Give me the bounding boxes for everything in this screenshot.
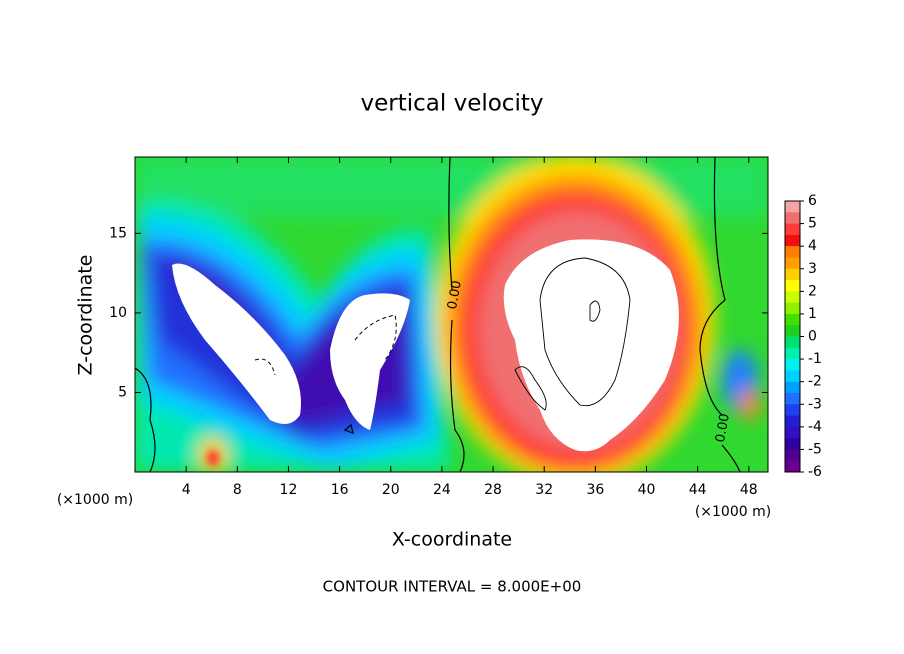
colorbar-swatch bbox=[785, 359, 800, 371]
colorbar-swatch bbox=[785, 460, 800, 473]
colorbar-swatch bbox=[785, 426, 800, 439]
footer: CONTOUR INTERVAL = 8.000E+00 bbox=[323, 578, 582, 596]
y-axis-label: Z-coordinate bbox=[75, 255, 97, 376]
colorbar-swatch bbox=[785, 347, 800, 360]
colorbar-label: -2 bbox=[808, 374, 822, 390]
colorbar-label: 5 bbox=[808, 216, 817, 232]
x-tick-label: 40 bbox=[638, 482, 656, 498]
colorbar-label: -1 bbox=[808, 351, 822, 367]
colorbar-swatch bbox=[785, 415, 800, 428]
colorbar-swatch bbox=[785, 392, 800, 405]
x-unit: (×1000 m) bbox=[695, 504, 771, 520]
x-axis-label: X-coordinate bbox=[392, 529, 512, 551]
x-tick-label: 44 bbox=[689, 482, 707, 498]
x-tick-label: 20 bbox=[382, 482, 400, 498]
colorbar-label: -6 bbox=[808, 464, 822, 480]
colorbar-swatch bbox=[785, 313, 800, 326]
colorbar-label: -3 bbox=[808, 396, 822, 412]
colorbar-label: 1 bbox=[808, 306, 817, 322]
colorbar-swatch bbox=[785, 302, 800, 315]
x-tick-label: 36 bbox=[586, 482, 604, 498]
colorbar-swatch bbox=[785, 438, 800, 450]
x-tick-label: 8 bbox=[233, 482, 242, 498]
x-tick-label: 24 bbox=[433, 482, 451, 498]
chart-title: vertical velocity bbox=[361, 91, 544, 117]
colorbar-label: 3 bbox=[808, 261, 817, 277]
y-tick-label: 5 bbox=[118, 384, 127, 400]
colorbar-swatch bbox=[785, 370, 800, 383]
plot-frame bbox=[134, 156, 769, 473]
colorbar-swatch bbox=[785, 381, 800, 394]
colorbar-swatch bbox=[785, 449, 800, 462]
colorbar-swatch bbox=[785, 212, 800, 225]
colorbar-label: 0 bbox=[808, 329, 817, 345]
contour-label: 0.00 bbox=[445, 279, 465, 310]
colorbar-swatch bbox=[785, 336, 800, 349]
colorbar-swatch bbox=[785, 268, 800, 281]
colorbar-swatch bbox=[785, 280, 800, 292]
y-tick-label: 15 bbox=[109, 225, 127, 241]
colorbar-swatch bbox=[785, 291, 800, 304]
colorbar-swatch bbox=[785, 234, 800, 247]
colorbar-label: 4 bbox=[808, 238, 817, 254]
colorbar-swatch bbox=[785, 201, 800, 213]
colorbar-label: 6 bbox=[808, 193, 817, 209]
x-tick-label: 28 bbox=[484, 482, 502, 498]
colorbar-label: -5 bbox=[808, 441, 822, 457]
colorbar-swatch bbox=[785, 223, 800, 236]
colorbar-label: -4 bbox=[808, 419, 822, 435]
field bbox=[135, 157, 768, 472]
x-tick-label: 32 bbox=[535, 482, 553, 498]
x-tick-label: 12 bbox=[280, 482, 298, 498]
colorbar-swatch bbox=[785, 246, 800, 258]
x-unit: (×1000 m) bbox=[57, 492, 133, 508]
x-tick-label: 48 bbox=[740, 482, 758, 498]
colorbar-swatch bbox=[785, 257, 800, 270]
colorbar-label: 2 bbox=[808, 283, 817, 299]
colorbar-swatch bbox=[785, 404, 800, 417]
contour-label: 0.00 bbox=[713, 412, 733, 443]
x-tick-label: 16 bbox=[331, 482, 349, 498]
y-tick-label: 10 bbox=[109, 305, 127, 321]
x-tick-label: 4 bbox=[182, 482, 191, 498]
colorbar-swatch bbox=[785, 325, 800, 337]
